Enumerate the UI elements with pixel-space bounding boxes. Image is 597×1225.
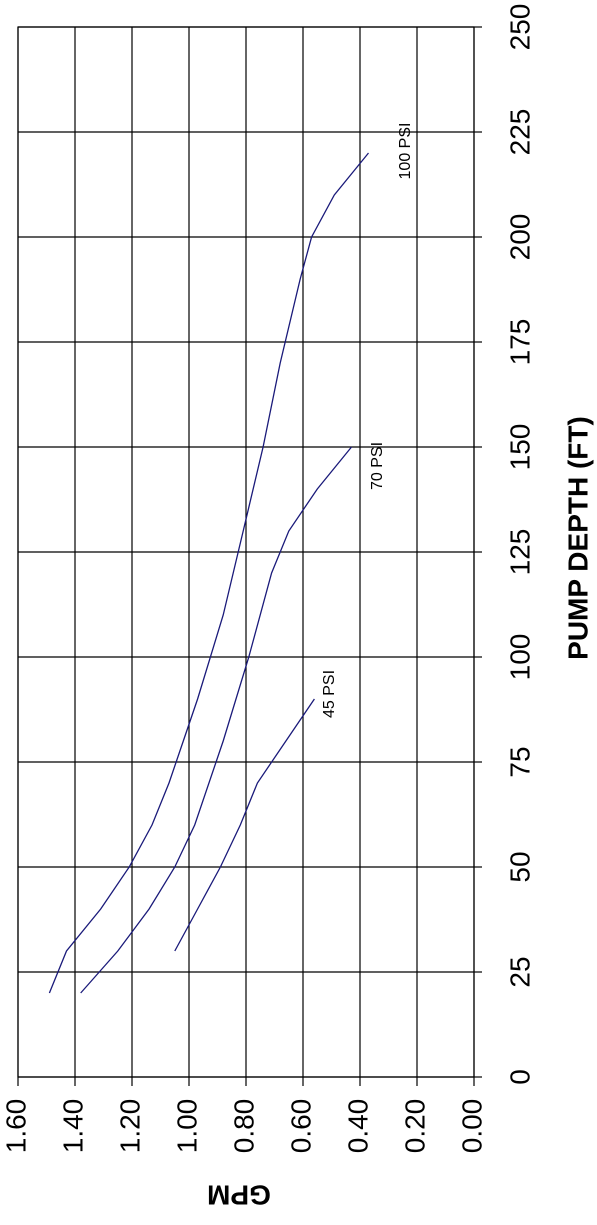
gpm-tick-label: 1.40 bbox=[57, 1099, 88, 1154]
series-line-45-psi bbox=[174, 698, 315, 952]
gpm-tick-label: 0.60 bbox=[285, 1099, 316, 1154]
gpm-tick-label: 1.00 bbox=[171, 1099, 202, 1154]
depth-tick-label: 150 bbox=[504, 424, 535, 471]
depth-tick-label: 75 bbox=[504, 746, 535, 777]
depth-tick-label: 200 bbox=[504, 214, 535, 261]
depth-tick-label: 225 bbox=[504, 109, 535, 156]
gpm-tick-label: 0.40 bbox=[342, 1099, 373, 1154]
series-label: 70 PSI bbox=[369, 442, 386, 490]
depth-tick-label: 100 bbox=[504, 634, 535, 681]
gpm-tick-label: 0.00 bbox=[456, 1099, 487, 1154]
series-line-70-psi bbox=[80, 446, 353, 994]
series-label: 45 PSI bbox=[321, 670, 338, 718]
y-axis-title: GPM bbox=[207, 1180, 271, 1211]
gpm-tick-label: 0.20 bbox=[399, 1099, 430, 1154]
depth-tick-label: 125 bbox=[504, 529, 535, 576]
series-line-100-psi bbox=[48, 152, 370, 994]
depth-tick-label: 0 bbox=[504, 1069, 535, 1085]
gpm-tick-label: 1.60 bbox=[0, 1099, 31, 1154]
depth-tick-label: 250 bbox=[504, 4, 535, 51]
depth-tick-label: 25 bbox=[504, 956, 535, 987]
depth-tick-label: 175 bbox=[504, 319, 535, 366]
plot-frame bbox=[17, 26, 475, 1078]
gpm-tick-label: 1.20 bbox=[114, 1099, 145, 1154]
x-axis-title: PUMP DEPTH (FT) bbox=[562, 416, 593, 660]
series-label: 100 PSI bbox=[397, 123, 414, 180]
depth-tick-label: 50 bbox=[504, 851, 535, 882]
gpm-tick-label: 0.80 bbox=[228, 1099, 259, 1154]
